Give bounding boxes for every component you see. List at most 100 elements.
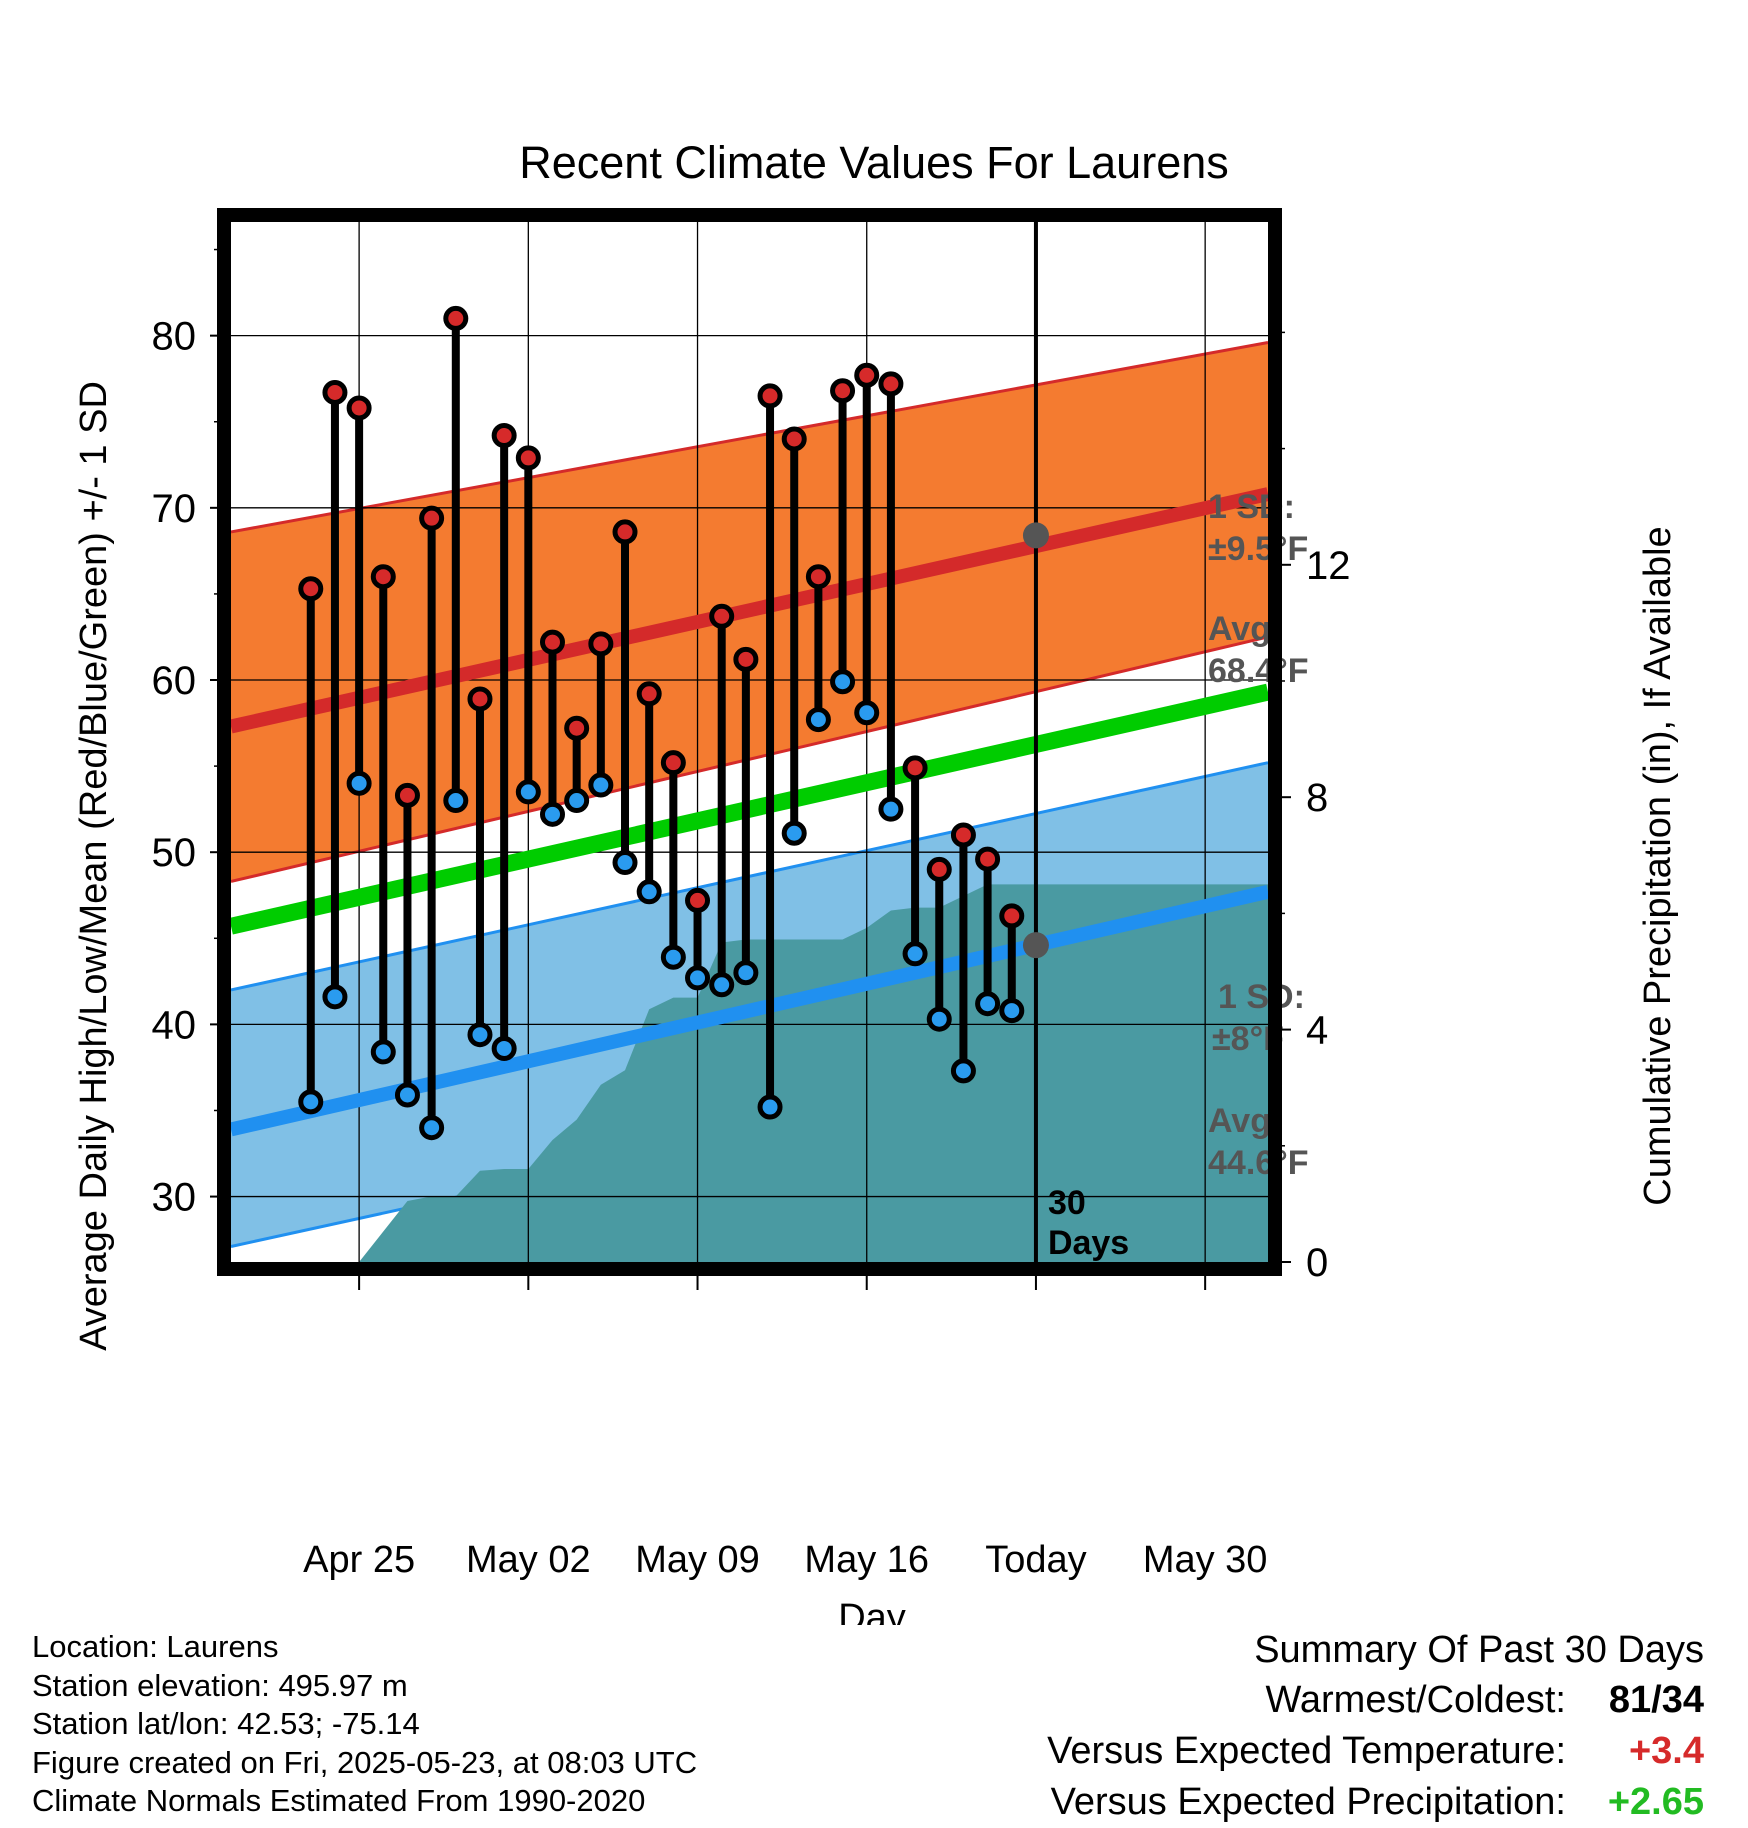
summary-temperature: Versus Expected Temperature: +3.4 — [1047, 1726, 1704, 1777]
precipitation-area — [359, 884, 1268, 1262]
y2-tick-label: 4 — [1306, 1009, 1328, 1053]
low-point — [685, 965, 711, 991]
day-bar — [733, 646, 759, 986]
y-tick-label: 30 — [152, 1176, 197, 1220]
precip-area — [359, 884, 1268, 1262]
elevation-text: Station elevation: 495.97 m — [32, 1667, 408, 1703]
coldest-value: 34 — [1661, 1679, 1704, 1721]
x-tick-label: May 16 — [804, 1539, 929, 1581]
high-point — [515, 445, 541, 471]
x-axis-label: Day — [838, 1597, 906, 1625]
high-point — [878, 371, 904, 397]
day-bar — [950, 822, 976, 1084]
day-bar — [757, 383, 783, 1120]
today-days-label: Days — [1048, 1224, 1129, 1262]
day-bar — [443, 305, 469, 814]
x-tick-label: Today — [985, 1539, 1086, 1581]
summary-title: Summary Of Past 30 Days — [1254, 1629, 1704, 1671]
high-point — [950, 822, 976, 848]
high-point — [443, 305, 469, 331]
x-tick-label: May 02 — [466, 1539, 591, 1581]
low-point — [926, 1006, 952, 1032]
day-bar — [467, 686, 493, 1048]
day-bar — [975, 846, 1001, 1017]
low-point — [515, 779, 541, 805]
temp-label: Versus Expected Temperature: — [1047, 1730, 1566, 1772]
high-point — [298, 576, 324, 602]
high-point — [830, 378, 856, 404]
day-bar — [564, 715, 590, 814]
high-point — [926, 856, 952, 882]
high-point — [419, 505, 445, 531]
high-point — [854, 362, 880, 388]
y2-tick-label: 12 — [1306, 544, 1351, 588]
day-bar — [781, 426, 807, 846]
y2-tick-label: 8 — [1306, 776, 1328, 820]
day-bar — [539, 629, 565, 827]
low-point — [830, 669, 856, 695]
low-point — [346, 770, 372, 796]
low-point — [443, 788, 469, 814]
summary-precipitation: Versus Expected Precipitation: +2.65 — [1047, 1777, 1704, 1828]
y-tick-label: 70 — [152, 487, 197, 531]
plot-border — [217, 208, 1282, 1276]
created-text: Figure created on Fri, 2025-05-23, at 08… — [32, 1744, 698, 1780]
day-bar — [612, 519, 638, 876]
day-bar — [515, 445, 541, 805]
y-axis-label: Average Daily High/Low/Mean (Red/Blue/Gr… — [73, 381, 115, 1351]
low-point — [781, 820, 807, 846]
high-point — [322, 379, 348, 405]
location-text: Location: Laurens — [32, 1629, 279, 1664]
low-point — [298, 1089, 324, 1115]
high-point — [999, 903, 1025, 929]
low-point — [539, 801, 565, 827]
day-bar — [298, 576, 324, 1115]
precip-label: Versus Expected Precipitation: — [1050, 1781, 1566, 1823]
low-sd-label: 1 SD: — [1218, 978, 1305, 1016]
low-point — [975, 991, 1001, 1017]
high-point — [394, 782, 420, 808]
temp-value: +3.4 — [1628, 1730, 1704, 1772]
low-point — [709, 972, 735, 998]
axes: 30 40 50 60 70 80 0 4 8 12 Apr 25 May 02 May 09 May 1… — [152, 248, 1351, 1581]
low-point — [902, 941, 928, 967]
low-point — [878, 796, 904, 822]
x-tick-label: Apr 25 — [303, 1539, 415, 1581]
plot-frame — [217, 208, 1282, 1276]
summary-panel: Summary Of Past 30 Days Warmest/Coldest:… — [1047, 1625, 1704, 1828]
day-bar — [685, 887, 711, 991]
day-bar — [805, 564, 831, 733]
low-point — [636, 879, 662, 905]
day-bar — [394, 782, 420, 1108]
grid-lines — [231, 222, 1268, 1262]
low-point — [660, 944, 686, 970]
high-point — [564, 715, 590, 741]
high-point — [975, 846, 1001, 872]
today-avg-high-dot — [1022, 522, 1049, 549]
today-avg-low-dot — [1022, 932, 1049, 959]
warm-cold-value: 81/34 — [1608, 1679, 1704, 1721]
high-point — [491, 423, 517, 449]
low-point — [419, 1115, 445, 1141]
warm-cold-label: Warmest/Coldest: — [1265, 1679, 1566, 1721]
day-bar — [830, 378, 856, 695]
day-bar — [854, 362, 880, 726]
summary-warm-cold: Warmest/Coldest: 81/34 — [1047, 1675, 1704, 1726]
low-point — [467, 1022, 493, 1048]
day-bar — [636, 681, 662, 905]
low-point — [612, 850, 638, 876]
low-point — [491, 1035, 517, 1061]
low-point — [999, 998, 1025, 1024]
chart-title: Recent Climate Values For Laurens — [519, 137, 1229, 188]
high-sd-value: ±9.5°F — [1208, 530, 1308, 568]
low-point — [805, 707, 831, 733]
day-bar — [926, 856, 952, 1032]
x-tick-label: May 09 — [635, 1539, 760, 1581]
day-bar — [709, 603, 735, 998]
day-bar — [419, 505, 445, 1141]
low-point — [757, 1094, 783, 1120]
day-bar — [999, 903, 1025, 1024]
high-sd-band-upper-edge — [230, 341, 1269, 534]
